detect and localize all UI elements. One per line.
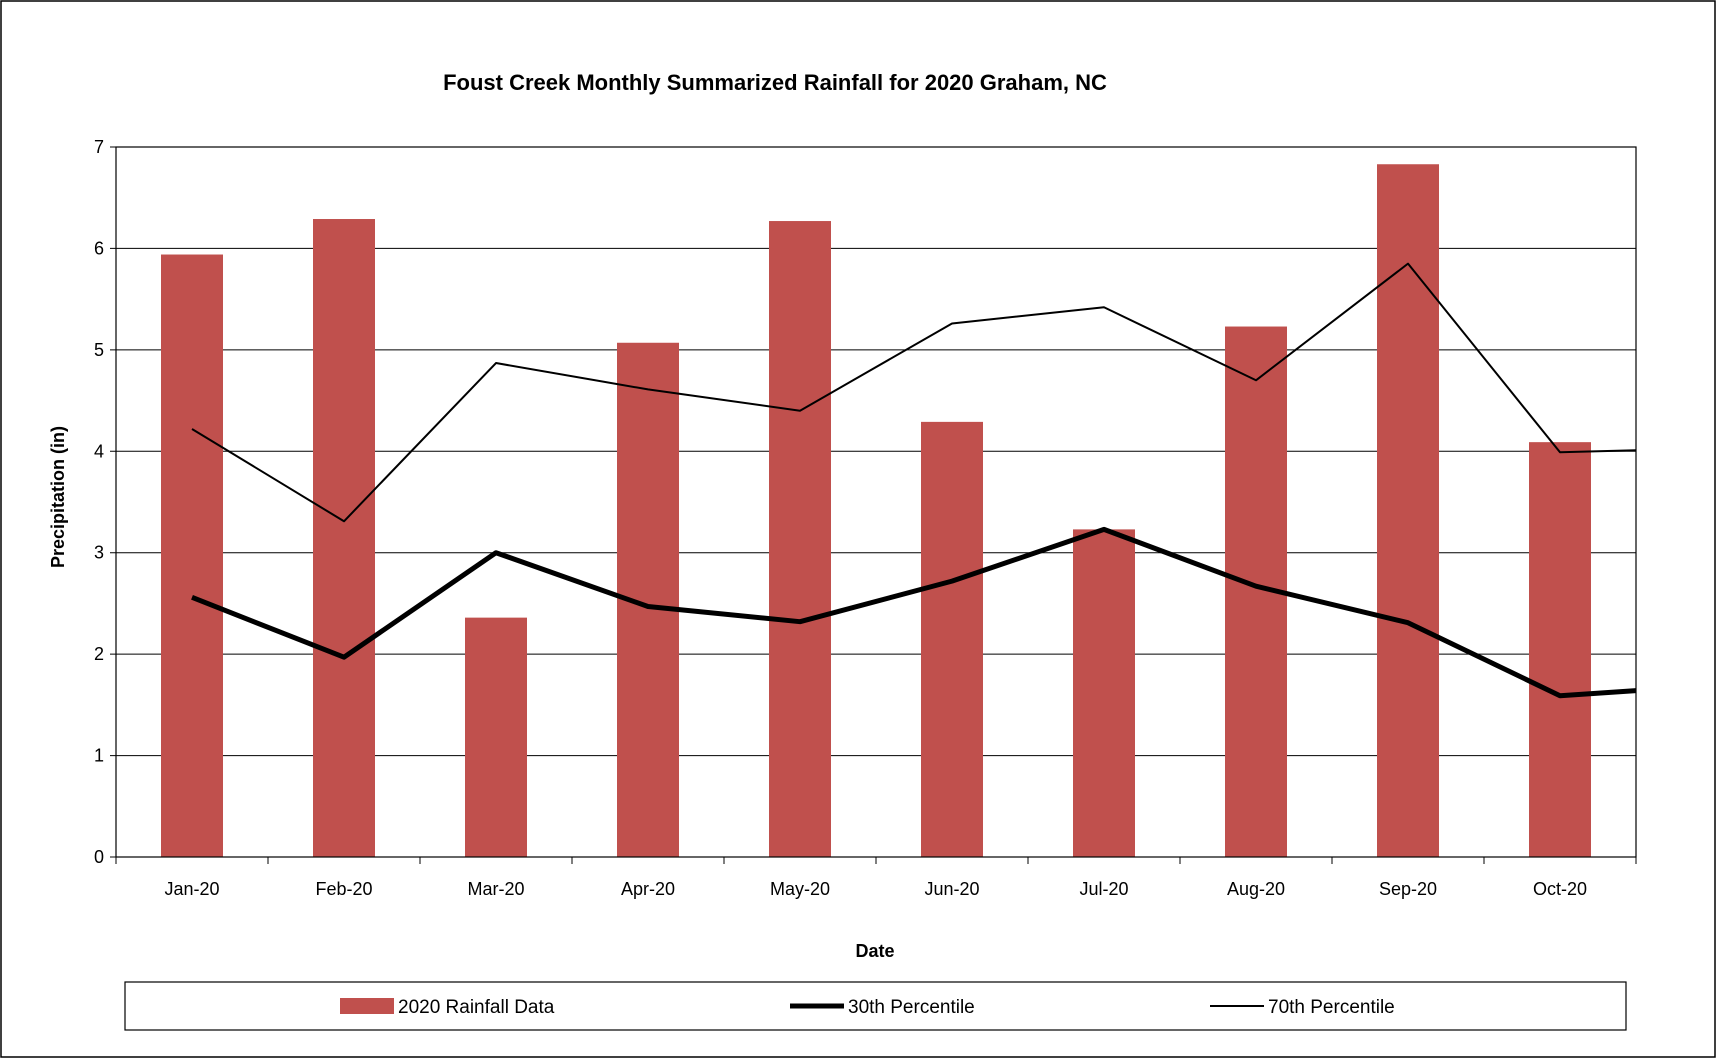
x-tick-label: Mar-20 bbox=[467, 879, 524, 899]
rainfall-bar bbox=[1529, 442, 1591, 857]
y-tick-label: 5 bbox=[94, 340, 104, 360]
x-tick-label: Sep-20 bbox=[1379, 879, 1437, 899]
legend-label: 30th Percentile bbox=[848, 997, 975, 1018]
y-tick-label: 7 bbox=[94, 137, 104, 157]
y-tick-label: 3 bbox=[94, 543, 104, 563]
x-tick-label: Jun-20 bbox=[924, 879, 979, 899]
30th-percentile-line bbox=[191, 526, 1637, 699]
y-axis-label: Precipitation (in) bbox=[48, 426, 68, 568]
y-tick-label: 0 bbox=[94, 847, 104, 867]
legend-label: 70th Percentile bbox=[1268, 997, 1395, 1018]
x-tick-label: Oct-20 bbox=[1533, 879, 1587, 899]
x-tick-label: Feb-20 bbox=[315, 879, 372, 899]
legend: 2020 Rainfall Data 30th Percentile 70th Pe… bbox=[340, 997, 1395, 1018]
rainfall-bar bbox=[313, 219, 375, 857]
rainfall-bar bbox=[465, 617, 527, 857]
legend-swatch-2020-rainfall-data bbox=[340, 998, 394, 1014]
x-tick-label: Apr-20 bbox=[621, 879, 675, 899]
y-tick-label: 6 bbox=[94, 238, 104, 258]
x-axis-label: Date bbox=[855, 941, 894, 961]
chart-title: Foust Creek Monthly Summarized Rainfall … bbox=[443, 70, 1107, 95]
y-tick-label: 1 bbox=[94, 746, 104, 766]
rainfall-bar bbox=[769, 221, 831, 858]
70th-percentile-line bbox=[191, 262, 1637, 523]
y-tick-label: 2 bbox=[94, 644, 104, 664]
rainfall-bar bbox=[921, 421, 983, 857]
y-tick-label: 4 bbox=[94, 441, 104, 461]
rainfall-bar bbox=[161, 254, 223, 857]
axes: 0 1 2 3 4 5 6 7 Jan-20 Feb-20 Mar-20 Apr-20 May-20 Ju… bbox=[94, 137, 1637, 899]
x-tick-label: Aug-20 bbox=[1227, 879, 1285, 899]
rainfall-bar bbox=[1377, 164, 1439, 857]
line-series bbox=[191, 262, 1637, 699]
x-tick-label: Jan-20 bbox=[164, 879, 219, 899]
rainfall-bar bbox=[1073, 529, 1135, 857]
x-tick-label: May-20 bbox=[770, 879, 830, 899]
legend-label: 2020 Rainfall Data bbox=[398, 997, 555, 1018]
x-tick-label: Jul-20 bbox=[1079, 879, 1128, 899]
